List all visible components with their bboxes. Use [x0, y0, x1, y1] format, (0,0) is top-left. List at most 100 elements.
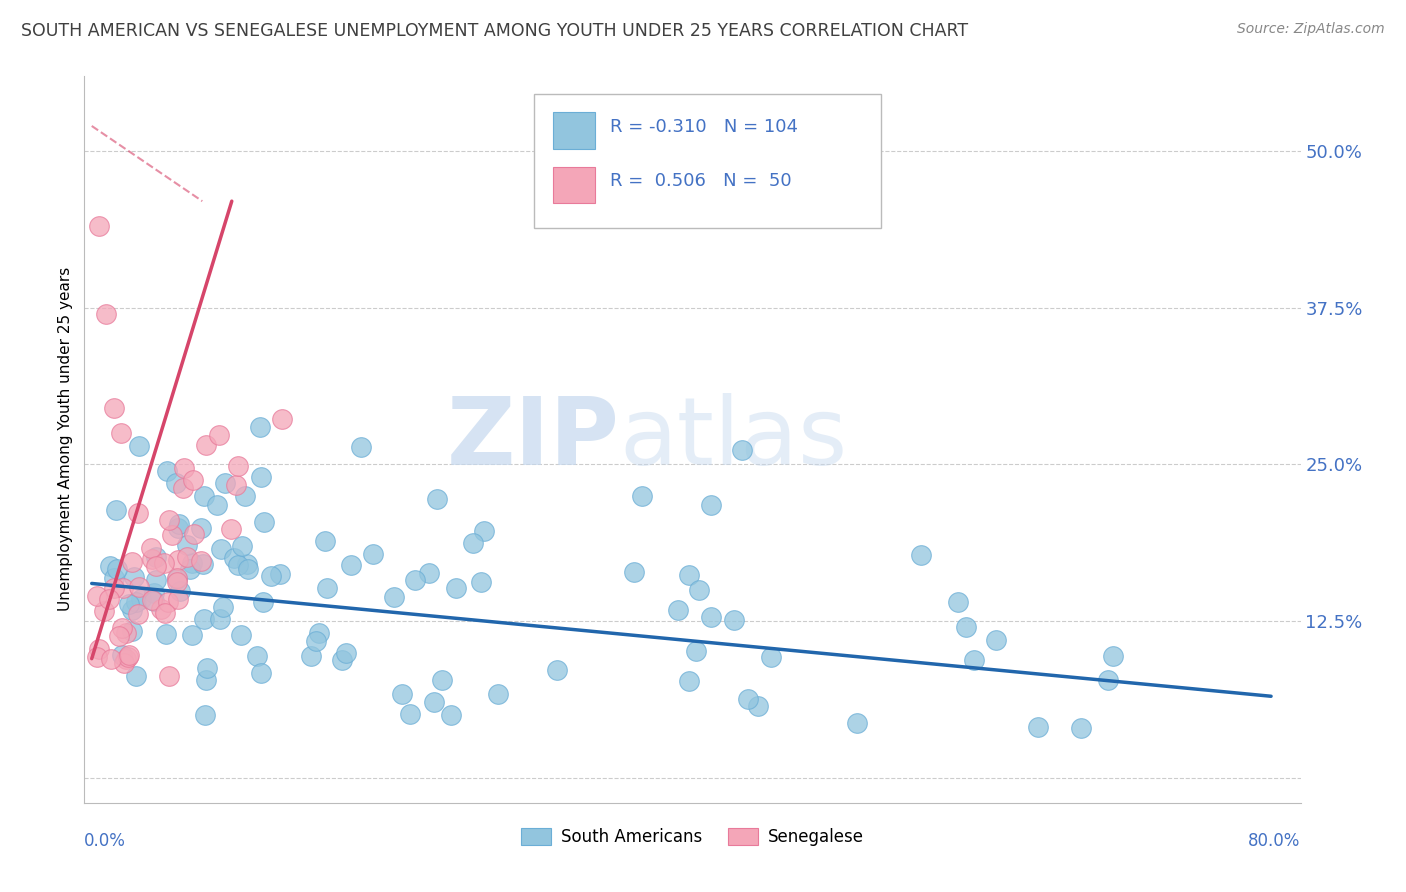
Point	[330, 653, 353, 667]
Text: Source: ZipAtlas.com: Source: ZipAtlas.com	[1237, 22, 1385, 37]
Point	[208, 428, 231, 442]
Point	[118, 597, 141, 611]
Point	[259, 569, 281, 583]
Point	[269, 567, 291, 582]
Point	[308, 626, 330, 640]
Bar	[553, 112, 595, 149]
FancyBboxPatch shape	[534, 94, 882, 228]
Point	[155, 627, 177, 641]
Point	[98, 591, 121, 606]
Point	[125, 595, 148, 609]
Point	[253, 515, 276, 529]
Point	[179, 562, 201, 576]
Point	[846, 715, 869, 730]
Point	[157, 595, 180, 609]
Point	[212, 599, 235, 614]
Point	[910, 549, 932, 563]
Point	[472, 524, 495, 538]
Point	[87, 219, 110, 234]
Point	[167, 516, 190, 531]
Point	[225, 478, 247, 492]
Point	[209, 541, 232, 556]
Point	[121, 555, 143, 569]
Point	[191, 558, 214, 572]
Point	[110, 425, 132, 440]
Point	[361, 547, 384, 561]
Point	[314, 533, 336, 548]
Point	[127, 506, 149, 520]
Point	[440, 707, 463, 722]
Point	[121, 602, 143, 616]
Point	[246, 649, 269, 664]
Point	[145, 549, 167, 564]
Point	[391, 687, 413, 701]
Point	[305, 633, 328, 648]
Point	[149, 602, 172, 616]
Point	[93, 604, 115, 618]
Point	[115, 626, 138, 640]
Point	[145, 573, 167, 587]
Point	[231, 627, 253, 641]
Point	[129, 591, 152, 606]
Point	[315, 581, 337, 595]
Point	[167, 592, 190, 607]
Point	[678, 674, 700, 689]
Point	[685, 644, 707, 658]
Point	[226, 558, 249, 572]
Point	[193, 489, 215, 503]
Point	[157, 669, 180, 683]
Point	[350, 441, 373, 455]
Point	[100, 652, 122, 666]
Point	[208, 612, 231, 626]
Point	[127, 607, 149, 621]
Point	[731, 442, 754, 457]
Point	[141, 552, 163, 566]
Point	[125, 669, 148, 683]
Point	[235, 490, 257, 504]
Point	[169, 584, 191, 599]
Point	[222, 550, 245, 565]
Text: R = -0.310   N = 104: R = -0.310 N = 104	[610, 118, 797, 136]
Point	[249, 419, 271, 434]
Text: 80.0%: 80.0%	[1249, 832, 1301, 850]
Point	[157, 513, 180, 527]
Point	[340, 558, 363, 572]
Point	[96, 307, 118, 321]
Point	[166, 571, 188, 585]
Point	[111, 621, 134, 635]
Point	[335, 647, 357, 661]
Point	[226, 458, 249, 473]
Point	[108, 629, 131, 643]
Point	[180, 628, 202, 642]
Point	[963, 653, 986, 667]
Point	[166, 572, 188, 586]
Point	[104, 503, 127, 517]
Point	[984, 632, 1007, 647]
Point	[231, 539, 253, 553]
Point	[486, 688, 509, 702]
Point	[623, 565, 645, 579]
Point	[195, 438, 218, 452]
Point	[128, 439, 150, 453]
Point	[142, 594, 165, 608]
Point	[166, 575, 188, 590]
Point	[167, 553, 190, 567]
Text: SOUTH AMERICAN VS SENEGALESE UNEMPLOYMENT AMONG YOUTH UNDER 25 YEARS CORRELATION: SOUTH AMERICAN VS SENEGALESE UNEMPLOYMEN…	[21, 22, 969, 40]
Point	[156, 464, 179, 478]
Point	[1026, 720, 1049, 734]
Point	[470, 575, 492, 590]
Point	[145, 558, 167, 573]
Point	[426, 492, 449, 507]
Point	[176, 538, 198, 552]
Point	[194, 707, 217, 722]
Point	[1097, 673, 1119, 687]
Point	[195, 661, 218, 675]
Point	[103, 581, 125, 595]
Point	[141, 592, 163, 607]
Point	[723, 614, 745, 628]
Point	[747, 699, 769, 714]
Point	[190, 553, 212, 567]
Point	[301, 648, 323, 663]
Point	[252, 595, 274, 609]
Point	[165, 475, 187, 490]
